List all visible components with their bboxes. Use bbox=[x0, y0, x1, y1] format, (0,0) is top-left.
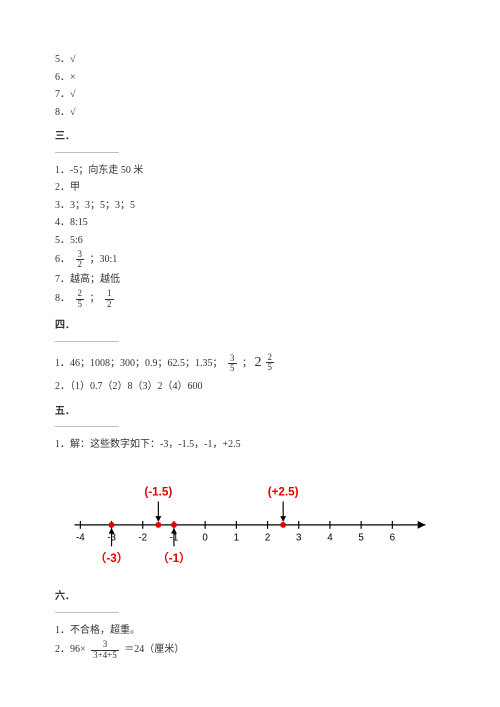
sec6-line-1: 1．不合格，超重。 bbox=[55, 623, 445, 639]
section-6-header: 六． bbox=[55, 589, 445, 605]
sec3-line-5: 5．5:6 bbox=[55, 233, 445, 249]
svg-text:（-1）: （-1） bbox=[157, 551, 191, 565]
fraction-denominator: 2 bbox=[76, 260, 85, 269]
svg-text:(-1.5): (-1.5) bbox=[144, 486, 172, 499]
sec6-line-2: 2．96× 3 3+4+5 ＝24（厘米） bbox=[55, 640, 445, 660]
sec4-l1-sep: ； bbox=[242, 358, 252, 369]
fraction-denominator: 3+4+5 bbox=[91, 651, 119, 660]
mixed-whole: 2 bbox=[255, 352, 262, 374]
sec3-l8-fraction-2: 1 2 bbox=[105, 289, 114, 309]
sec3-line-1: 1．-5；向东走 50 米 bbox=[55, 163, 445, 179]
top-item-8: 8．√ bbox=[55, 105, 445, 121]
fraction-denominator: 5 bbox=[228, 364, 237, 373]
top-item-6: 6．× bbox=[55, 70, 445, 86]
top-item-7: 7．√ bbox=[55, 87, 445, 103]
sec6-l2-prefix: 2．96× bbox=[55, 645, 86, 656]
sec3-l6-fraction: 3 2 bbox=[76, 250, 85, 270]
svg-text:5: 5 bbox=[358, 532, 364, 543]
section-4-rule bbox=[55, 341, 119, 342]
sec3-line-6: 6． 3 2 ；30:1 bbox=[55, 250, 445, 270]
section-5-rule bbox=[55, 426, 119, 427]
sec3-l6-suffix: ；30:1 bbox=[90, 254, 118, 265]
sec3-line-2: 2．甲 bbox=[55, 180, 445, 196]
sec4-line-2: 2．（1）0.7（2）8（3）2（4）600 bbox=[55, 379, 445, 395]
sec6-l2-fraction: 3 3+4+5 bbox=[91, 640, 119, 660]
number-line-svg: -4-3-2-10123456（-3）(-1.5)（-1）(+2.5) bbox=[55, 465, 445, 575]
sec3-line-7: 7．越高；越低 bbox=[55, 272, 445, 288]
sec6-l2-suffix: ＝24（厘米） bbox=[124, 645, 184, 656]
svg-text:1: 1 bbox=[234, 532, 239, 543]
sec4-l1-fraction: 3 5 bbox=[228, 354, 237, 374]
mixed-fraction: 2 5 bbox=[266, 353, 275, 373]
section-6-rule bbox=[55, 612, 119, 613]
svg-text:-4: -4 bbox=[76, 532, 85, 543]
top-item-5: 5．√ bbox=[55, 52, 445, 68]
fraction-denominator: 5 bbox=[76, 300, 85, 309]
fraction-denominator: 5 bbox=[266, 363, 275, 372]
sec4-l1-mixed: 2 2 5 bbox=[255, 352, 278, 374]
section-3-rule bbox=[55, 152, 119, 153]
sec3-l8-prefix: 8． bbox=[55, 294, 70, 305]
sec3-l8-sep: ； bbox=[90, 294, 100, 305]
svg-text:(+2.5): (+2.5) bbox=[268, 486, 299, 499]
svg-text:2: 2 bbox=[265, 532, 270, 543]
sec4-l1-text: 1．46；1008；300；0.9；62.5；1.35； bbox=[55, 358, 223, 369]
sec3-l8-fraction-1: 2 5 bbox=[76, 289, 85, 309]
fraction-denominator: 2 bbox=[105, 300, 114, 309]
sec4-line-1: 1．46；1008；300；0.9；62.5；1.35； 3 5 ； 2 2 5 bbox=[55, 352, 445, 374]
sec5-line-1: 1．解：这些数字如下：-3，-1.5，-1，+2.5 bbox=[55, 437, 445, 453]
sec3-line-4: 4．8:15 bbox=[55, 215, 445, 231]
svg-text:4: 4 bbox=[327, 532, 333, 543]
number-line-diagram: -4-3-2-10123456（-3）(-1.5)（-1）(+2.5) bbox=[55, 465, 445, 581]
svg-text:0: 0 bbox=[202, 532, 208, 543]
sec3-l6-prefix: 6． bbox=[55, 254, 70, 265]
svg-text:-2: -2 bbox=[138, 532, 147, 543]
svg-text:3: 3 bbox=[296, 532, 301, 543]
section-4-header: 四． bbox=[55, 318, 445, 334]
svg-text:（-3）: （-3） bbox=[95, 551, 129, 565]
section-5-header: 五． bbox=[55, 404, 445, 420]
sec3-line-3: 3．3；3；5；3；5 bbox=[55, 198, 445, 214]
svg-text:6: 6 bbox=[390, 532, 395, 543]
section-3-header: 三． bbox=[55, 129, 445, 145]
sec3-line-8: 8． 2 5 ； 1 2 bbox=[55, 289, 445, 309]
